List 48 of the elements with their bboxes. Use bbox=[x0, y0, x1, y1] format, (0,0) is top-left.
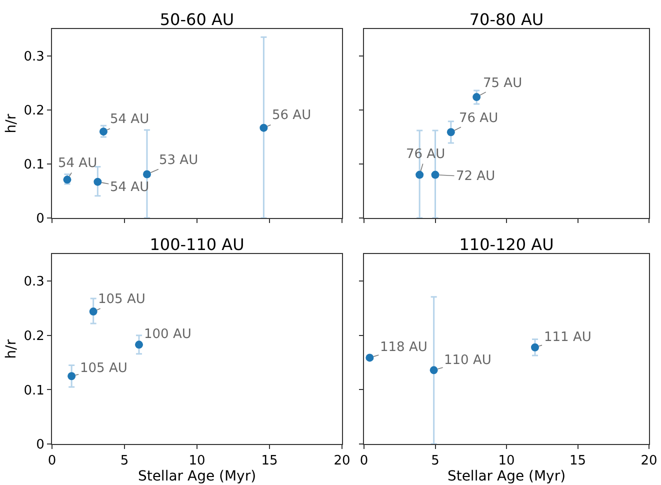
y-axis-title: h/r bbox=[3, 339, 20, 359]
x-tick-label: 5 bbox=[431, 454, 440, 469]
chart-title: 110-120 AU bbox=[459, 235, 554, 254]
x-axis-title: Stellar Age (Myr) bbox=[138, 468, 256, 485]
point bbox=[142, 170, 151, 178]
annotation: 76 AU bbox=[406, 147, 446, 162]
y-tick-label: 0.3 bbox=[24, 50, 44, 65]
annotation: 54 AU bbox=[58, 156, 98, 171]
y-tick-label: 0.1 bbox=[24, 383, 44, 398]
y-axis-title: h/r bbox=[3, 114, 20, 134]
x-tick-label: 10 bbox=[188, 454, 206, 469]
annotation: 111 AU bbox=[544, 330, 592, 345]
x-tick-label: 15 bbox=[261, 454, 278, 469]
y-tick-label: 0 bbox=[36, 438, 44, 453]
point bbox=[99, 128, 108, 136]
x-tick-label: 5 bbox=[120, 454, 129, 469]
point bbox=[94, 178, 102, 186]
x-tick-label: 10 bbox=[498, 454, 515, 469]
annotation: 56 AU bbox=[272, 108, 312, 123]
point bbox=[260, 124, 268, 132]
point bbox=[135, 340, 143, 349]
x-axis-title: Stellar Age (Myr) bbox=[447, 468, 566, 485]
annotation: 76 AU bbox=[459, 111, 498, 126]
annotation: 105 AU bbox=[80, 361, 128, 376]
y-tick-label: 0.3 bbox=[24, 274, 44, 290]
x-tick-label: 0 bbox=[360, 454, 368, 469]
x-tick-label: 0 bbox=[48, 454, 56, 469]
annotation: 105 AU bbox=[98, 292, 146, 307]
chart-title: 100-110 AU bbox=[150, 235, 244, 254]
annotation: 54 AU bbox=[110, 112, 150, 127]
y-tick-label: 0.2 bbox=[24, 104, 44, 119]
annotation: 72 AU bbox=[456, 169, 496, 184]
x-tick-label: 20 bbox=[334, 454, 350, 469]
annotation: 75 AU bbox=[483, 76, 522, 91]
y-tick-label: 0.1 bbox=[24, 158, 44, 173]
point bbox=[68, 372, 76, 380]
y-tick-label: 0 bbox=[36, 212, 44, 227]
annotation: 53 AU bbox=[159, 153, 198, 168]
point bbox=[89, 308, 98, 316]
chart-title: 70-80 AU bbox=[469, 10, 544, 29]
annotation: 100 AU bbox=[144, 327, 192, 342]
x-tick-label: 20 bbox=[640, 454, 658, 469]
chart-title: 50-60 AU bbox=[160, 10, 234, 29]
annotation: 54 AU bbox=[110, 180, 150, 195]
annotation: 118 AU bbox=[380, 340, 428, 355]
y-tick-label: 0.2 bbox=[24, 328, 44, 344]
annotation: 110 AU bbox=[444, 353, 492, 368]
x-tick-label: 15 bbox=[569, 454, 586, 469]
